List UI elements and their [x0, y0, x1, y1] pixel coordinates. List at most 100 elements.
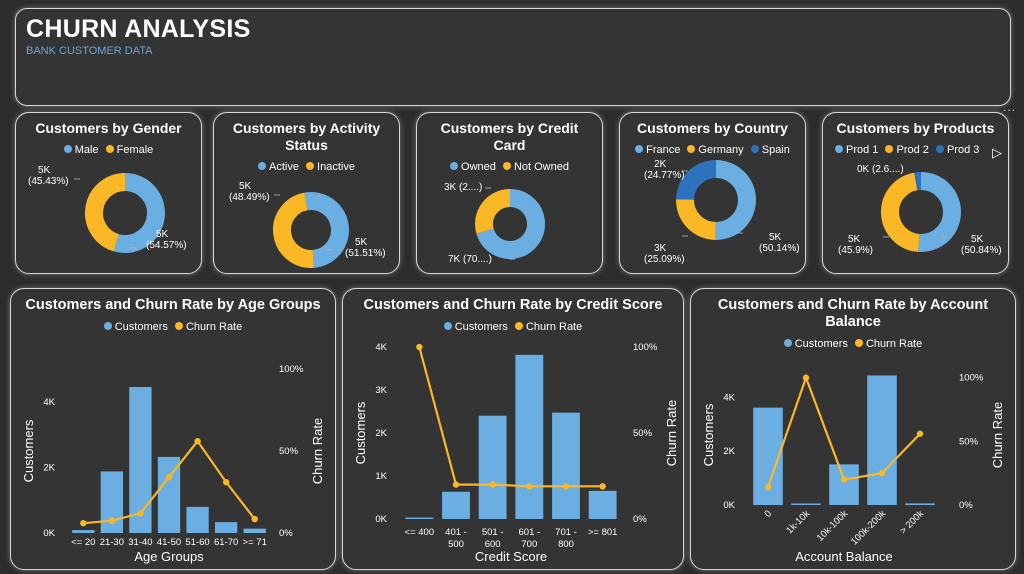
credit-score-combo-chart[interactable]: 0K 1K 2K 3K 4K 0% 50% 100% <= 400 401 -500 501 -60… — [343, 289, 685, 571]
credit-card-donut-card[interactable]: Customers by Credit Card Owned Not Owned… — [416, 112, 603, 274]
churn-rate-point[interactable] — [222, 478, 230, 486]
bar-customers[interactable] — [588, 490, 617, 519]
account-balance-chart-card[interactable]: Customers and Churn Rate by Account Bala… — [690, 288, 1016, 570]
churn-rate-point[interactable] — [80, 519, 87, 527]
legend-active[interactable]: Active — [258, 161, 299, 173]
legend-customers[interactable]: Customers — [443, 321, 508, 333]
bar-customers[interactable] — [867, 375, 897, 505]
gender-chart-title: Customers by Gender — [35, 120, 182, 136]
churn-rate-point[interactable] — [526, 483, 533, 490]
churn-rate-point[interactable] — [489, 481, 496, 488]
bar-customers[interactable] — [405, 517, 434, 520]
legend-prod-1[interactable]: Prod 1 — [835, 144, 878, 156]
legend-france[interactable]: France — [635, 144, 680, 156]
age-groups-chart-card[interactable]: Customers and Churn Rate by Age Groups C… — [10, 288, 336, 570]
donut-slice-inactive[interactable] — [273, 192, 315, 268]
bar-customers[interactable] — [157, 456, 181, 533]
country-donut-card[interactable]: Customers by Country France Germany Spai… — [619, 112, 806, 274]
legend-inactive[interactable]: Inactive — [306, 161, 355, 173]
donut-slice-owned[interactable] — [476, 189, 545, 259]
legend-next-arrow-icon[interactable]: ▷ — [992, 145, 1002, 160]
products-donut-chart[interactable]: 5K (50.84%) 5K (45.9%) 0K (2.6....) — [823, 113, 1010, 275]
legend-not-owned[interactable]: Not Owned — [502, 161, 569, 173]
gender-legend: Male Female — [16, 144, 201, 156]
bar-customers[interactable] — [215, 522, 238, 533]
legend-germany[interactable]: Germany — [687, 144, 744, 156]
x-axis-category-label: 401 -500 — [445, 527, 467, 550]
churn-rate-point[interactable] — [840, 476, 848, 483]
churn-rate-point[interactable] — [251, 515, 258, 523]
churn-rate-point[interactable] — [878, 469, 886, 477]
y2-axis-tick-label: 100% — [279, 364, 304, 375]
bar-customers[interactable] — [129, 387, 152, 533]
legend-spain[interactable]: Spain — [750, 144, 790, 156]
y2-axis-title: Churn Rate — [990, 402, 1005, 468]
donut-slice-germany[interactable] — [676, 199, 717, 240]
legend-owned[interactable]: Owned — [450, 161, 496, 173]
legend-female[interactable]: Female — [105, 144, 153, 156]
x-axis-category-label: 100k-200k — [849, 508, 888, 547]
legend-prod-2[interactable]: Prod 2 — [885, 144, 929, 156]
y-axis-tick-label: 3K — [375, 385, 387, 396]
churn-rate-point[interactable] — [764, 483, 772, 491]
bar-customers[interactable] — [478, 415, 507, 519]
bar-customers[interactable] — [552, 412, 580, 519]
activity-legend: Active Inactive — [214, 161, 399, 173]
donut-slice-prod-1[interactable] — [918, 172, 961, 252]
churn-rate-point[interactable] — [416, 343, 423, 351]
churn-rate-point[interactable] — [802, 374, 810, 381]
y2-axis-tick-label: 100% — [959, 373, 984, 384]
y-axis-tick-label: 1K — [375, 471, 387, 482]
legend-male[interactable]: Male — [63, 144, 99, 156]
donut-data-label: 3K (25.09%) — [644, 243, 685, 265]
activity-donut-chart[interactable]: 5K (51.51%) 5K (48.49%) — [214, 113, 401, 275]
bar-customers[interactable] — [243, 528, 266, 533]
churn-rate-point[interactable] — [108, 517, 116, 524]
legend-churn-rate[interactable]: Churn Rate — [854, 338, 922, 350]
y-axis-title: Customers — [353, 401, 368, 464]
bar-customers[interactable] — [442, 491, 470, 519]
churn-rate-point[interactable] — [165, 474, 173, 481]
products-chart-title: Customers by Products — [836, 120, 995, 136]
legend-customers[interactable]: Customers — [103, 321, 168, 333]
legend-churn-rate[interactable]: Churn Rate — [174, 321, 242, 333]
donut-slice-france[interactable] — [715, 160, 756, 240]
activity-donut-card[interactable]: Customers by Activity Status Active Inac… — [213, 112, 400, 274]
churn-rate-point[interactable] — [916, 430, 924, 437]
gender-donut-card[interactable]: Customers by Gender Male Female 5K (54.57… — [15, 112, 202, 274]
x-axis-category-label: >= 71 — [243, 537, 267, 548]
donut-slice-not-owned[interactable] — [475, 189, 511, 234]
x-axis-category-label: >= 801 — [588, 527, 618, 538]
churn-rate-point[interactable] — [562, 483, 570, 490]
credit-score-chart-card[interactable]: Customers and Churn Rate by Credit Score… — [342, 288, 684, 570]
bar-customers[interactable] — [72, 530, 95, 533]
legend-prod-3[interactable]: Prod 3 — [935, 144, 979, 156]
churn-rate-point[interactable] — [599, 483, 606, 490]
legend-churn-rate[interactable]: Churn Rate — [514, 321, 582, 333]
donut-slice-female[interactable] — [85, 173, 126, 252]
bar-customers[interactable] — [186, 506, 209, 533]
gender-donut-chart[interactable]: 5K (54.57%) 5K (45.43%) — [16, 113, 203, 275]
bar-customers[interactable] — [100, 471, 123, 533]
products-donut-card[interactable]: Customers by Products Prod 1 Prod 2 Prod… — [822, 112, 1009, 274]
bar-customers[interactable] — [791, 503, 821, 506]
churn-rate-line[interactable] — [418, 346, 603, 488]
country-legend: France Germany Spain — [620, 144, 805, 156]
churn-rate-point[interactable] — [194, 437, 201, 445]
legend-customers[interactable]: Customers — [783, 338, 848, 350]
age-groups-combo-chart[interactable]: 0K 2K 4K 0% 50% 100% <= 20 21-30 31-40 41-50 51-60… — [11, 289, 337, 571]
bar-customers[interactable] — [515, 354, 544, 519]
more-options-icon[interactable]: ... — [1002, 100, 1016, 114]
donut-slice-male[interactable] — [113, 173, 165, 253]
donut-slice-prod-2[interactable] — [881, 172, 920, 252]
bar-customers[interactable] — [829, 464, 859, 505]
donut-slice-spain[interactable] — [676, 160, 717, 201]
churn-rate-point[interactable] — [137, 510, 144, 517]
bar-customers[interactable] — [905, 503, 935, 505]
country-donut-chart[interactable]: 5K (50.14%) 3K (25.09%) 2K (24.77%) — [620, 113, 807, 275]
credit-card-donut-chart[interactable]: 7K (70....) 3K (2....) — [417, 113, 604, 275]
y2-axis-tick-label: 0% — [633, 514, 647, 525]
churn-rate-point[interactable] — [452, 481, 460, 488]
donut-slice-active[interactable] — [304, 192, 349, 268]
